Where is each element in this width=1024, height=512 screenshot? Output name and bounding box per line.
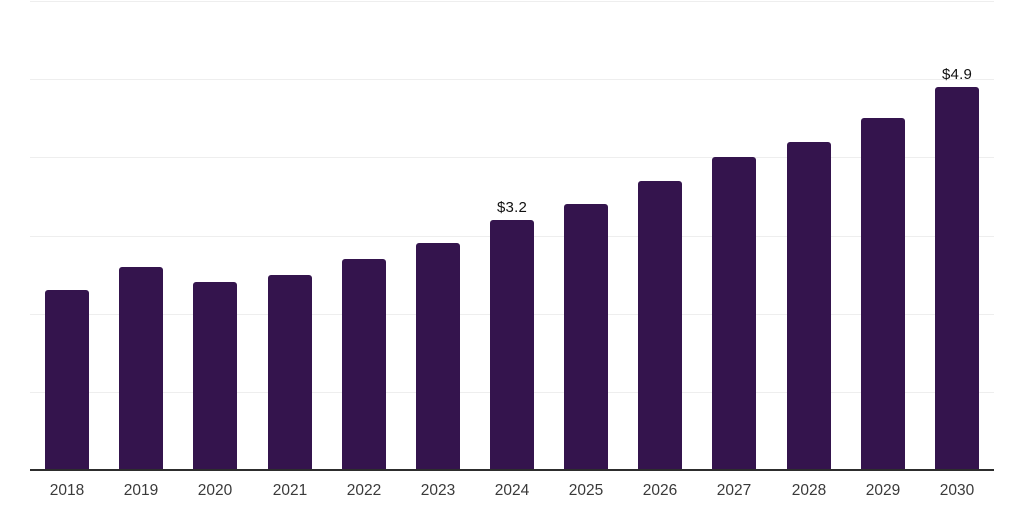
bar: [45, 290, 89, 470]
bar-value-label: $3.2: [497, 199, 527, 216]
bar: [268, 275, 312, 470]
x-tick-label: 2019: [123, 482, 159, 499]
bar: [119, 267, 163, 470]
bar: [564, 204, 608, 470]
x-tick-label: 2018: [49, 482, 85, 499]
x-tick-label: 2024: [494, 482, 530, 499]
gridline: [30, 157, 994, 158]
x-axis-line: [30, 469, 994, 471]
x-tick-label: 2026: [642, 482, 678, 499]
x-tick-label: 2021: [272, 482, 308, 499]
bar: [490, 220, 534, 470]
x-tick-label: 2020: [197, 482, 233, 499]
bar: [342, 259, 386, 470]
x-tick-label: 2025: [568, 482, 604, 499]
x-tick-label: 2027: [716, 482, 752, 499]
x-tick-label: 2030: [939, 482, 975, 499]
gridline: [30, 1, 994, 2]
gridline: [30, 79, 994, 80]
bar: [935, 87, 979, 470]
bar: [193, 282, 237, 470]
bar-value-label: $4.9: [942, 66, 972, 83]
bar: [638, 181, 682, 470]
x-tick-label: 2029: [865, 482, 901, 499]
bar: [861, 118, 905, 470]
x-tick-label: 2028: [791, 482, 827, 499]
bar: [787, 142, 831, 470]
x-tick-label: 2023: [420, 482, 456, 499]
bar: [712, 157, 756, 470]
x-tick-label: 2022: [346, 482, 382, 499]
bar: [416, 243, 460, 470]
